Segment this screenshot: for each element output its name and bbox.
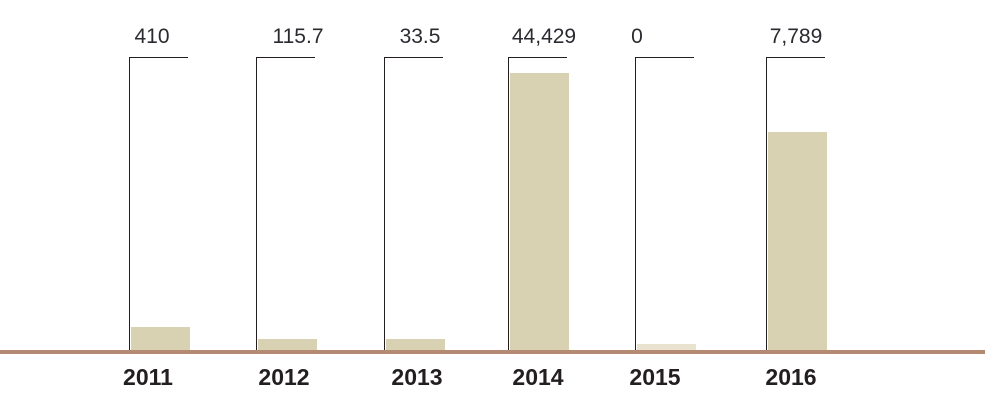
value-label-2014: 44,429 bbox=[511, 25, 577, 48]
year-label-2011: 2011 bbox=[123, 364, 173, 390]
scale-bracket-vertical-line-2014 bbox=[508, 57, 509, 350]
year-label-2015: 2015 bbox=[629, 364, 681, 390]
bar-2015 bbox=[637, 344, 696, 350]
scale-bracket-horizontal-line-2016 bbox=[766, 57, 825, 58]
year-label-2016: 2016 bbox=[765, 364, 817, 390]
scale-bracket-vertical-line-2016 bbox=[766, 57, 767, 350]
scale-bracket-horizontal-line-2014 bbox=[508, 57, 567, 58]
scale-bracket-vertical-line-2012 bbox=[256, 57, 257, 350]
value-label-2016: 7,789 bbox=[769, 25, 823, 48]
value-label-2013: 33.5 bbox=[399, 25, 441, 48]
year-label-2013: 2013 bbox=[391, 364, 443, 390]
bar-2011 bbox=[131, 327, 190, 350]
bar-2016 bbox=[768, 132, 827, 350]
scale-bracket-vertical-line-2011 bbox=[129, 57, 130, 350]
scale-bracket-horizontal-line-2012 bbox=[256, 57, 315, 58]
year-label-2012: 2012 bbox=[258, 364, 310, 390]
year-label-2014: 2014 bbox=[512, 364, 564, 390]
scale-bracket-vertical-line-2015 bbox=[635, 57, 636, 350]
scale-bracket-horizontal-line-2011 bbox=[129, 57, 188, 58]
value-label-2012: 115.7 bbox=[272, 25, 324, 48]
scale-bracket-horizontal-line-2013 bbox=[384, 57, 443, 58]
bar-2013 bbox=[386, 339, 445, 350]
scale-bracket-vertical-line-2013 bbox=[384, 57, 385, 350]
bar-2012 bbox=[258, 339, 317, 350]
value-label-2015: 0 bbox=[631, 25, 643, 48]
x-axis-line bbox=[0, 350, 985, 354]
value-label-2011: 410 bbox=[134, 25, 170, 48]
bar-2014 bbox=[510, 73, 569, 350]
scale-bracket-horizontal-line-2015 bbox=[635, 57, 694, 58]
